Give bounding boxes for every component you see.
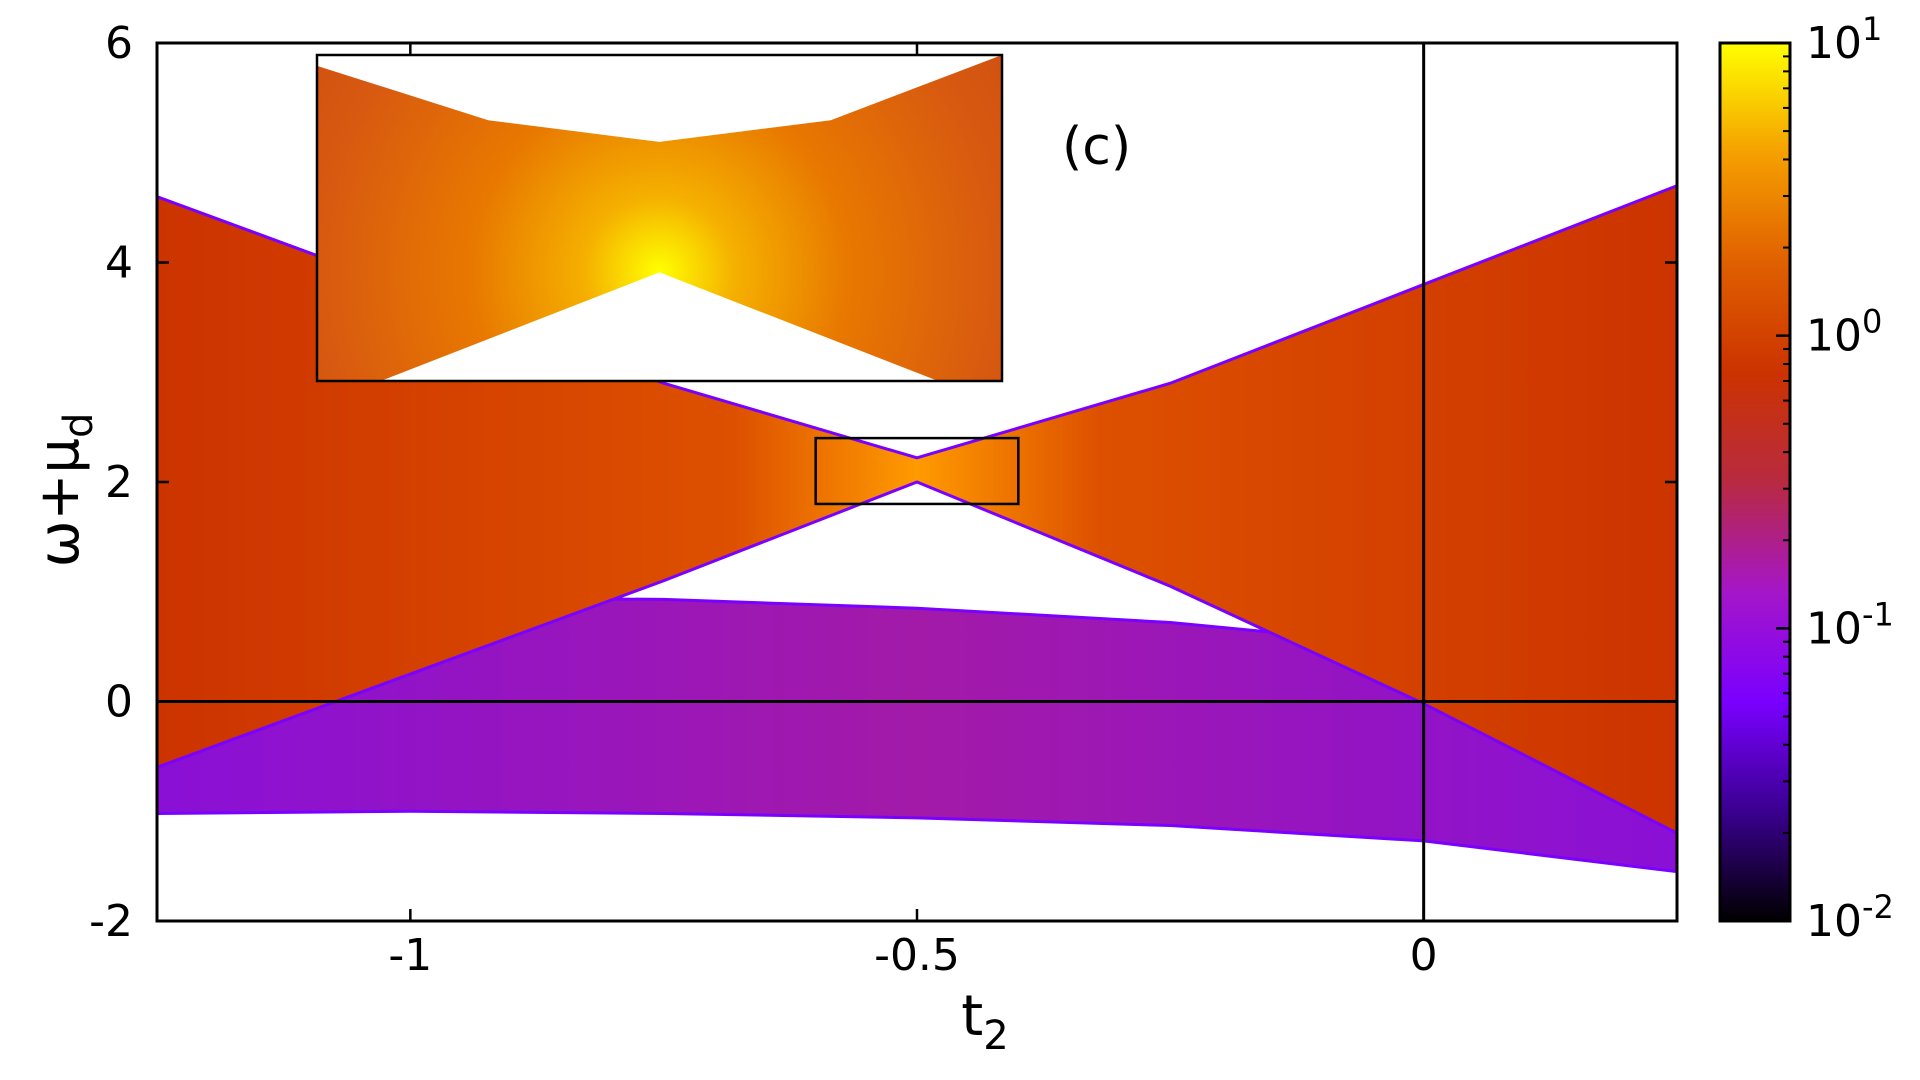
inset-frame: [315, 53, 1004, 383]
colorbar-tick-label: 10-1: [1806, 595, 1894, 654]
x-tick-label: -0.5: [874, 930, 960, 981]
colorbar-scale: [1718, 41, 1792, 923]
y-tick-label: -2: [89, 896, 133, 947]
colorbar-tick-label: 10-2: [1806, 888, 1894, 947]
inset-gap: [380, 272, 939, 381]
band-0: [157, 595, 1677, 874]
colorbar-tick-label: 101: [1806, 10, 1882, 69]
x-axis-title: t2: [961, 984, 1008, 1059]
zoom-region-box: [814, 436, 1020, 506]
y-tick-label: 2: [105, 457, 133, 508]
y-axis-title: ω+μd: [27, 413, 102, 568]
colorbar: 10-2 10-1 100 101: [1718, 10, 1894, 947]
axes: -1 -0.5 0 -2 0 2 4 6: [89, 18, 1679, 981]
x-tick-label: -1: [388, 930, 432, 981]
y-tick-label: 6: [105, 18, 133, 69]
inset-zoom: [315, 53, 1004, 383]
inset-band: [317, 55, 1002, 381]
panel-label: (c): [1062, 117, 1131, 177]
y-tick-label: 4: [105, 238, 133, 289]
colorbar-tick-label: 100: [1806, 303, 1882, 362]
y-tick-label: 0: [105, 677, 133, 728]
x-tick-label: 0: [1410, 930, 1438, 981]
